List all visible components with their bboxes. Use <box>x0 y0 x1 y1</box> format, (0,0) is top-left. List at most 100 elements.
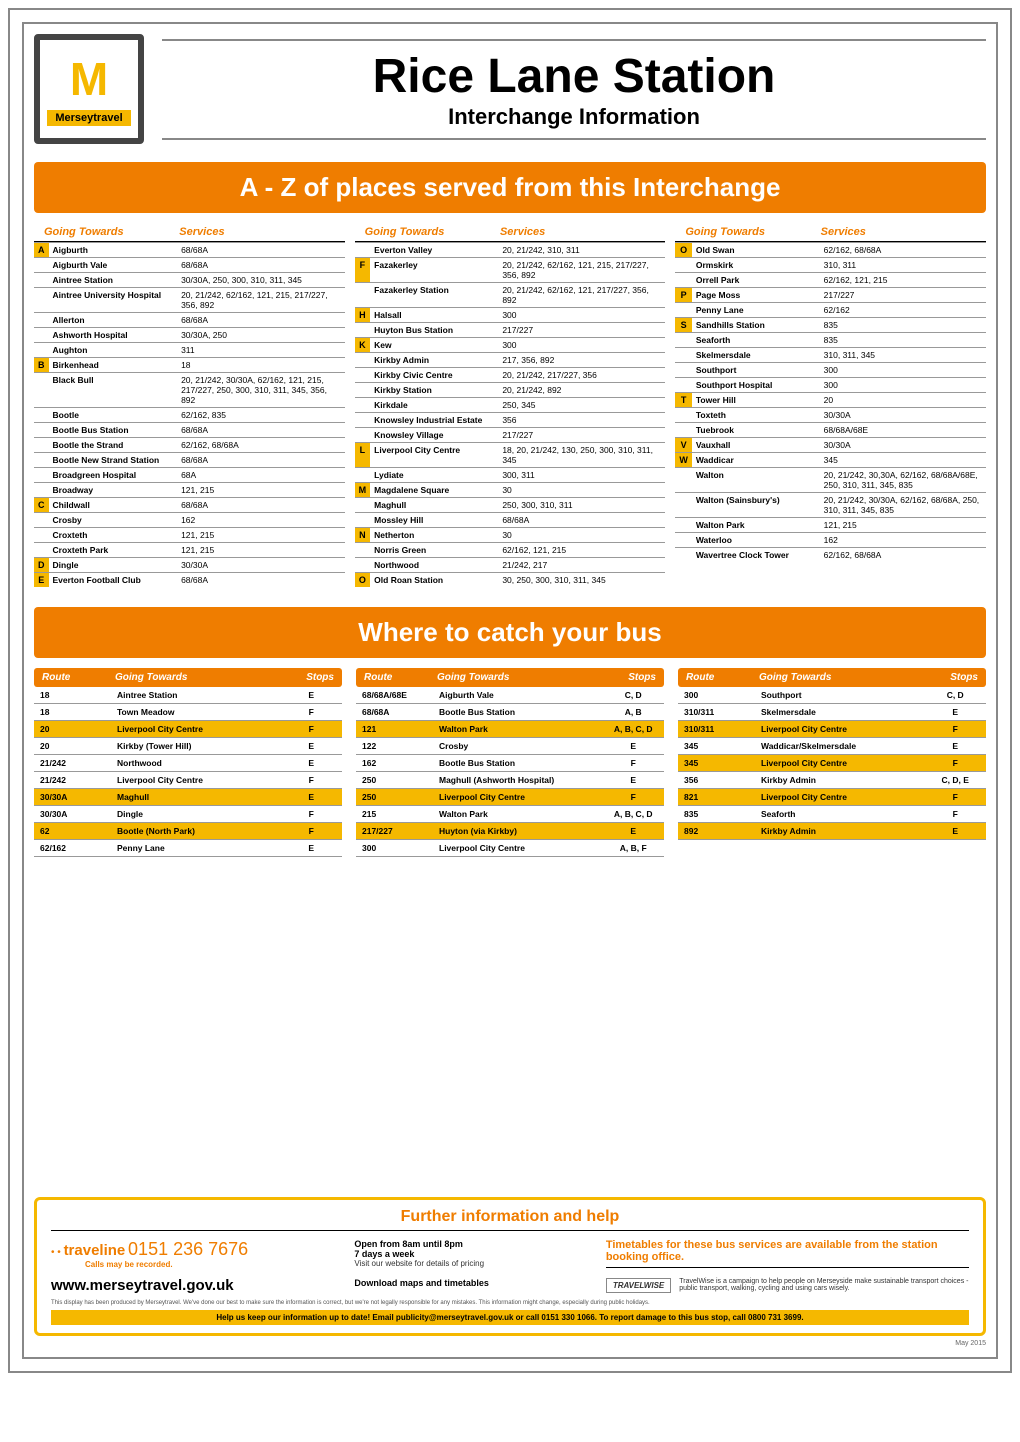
bus-row: 30/30AMaghullE <box>34 789 342 806</box>
bus-row: 215Walton ParkA, B, C, D <box>356 806 664 823</box>
bus-row: 122CrosbyE <box>356 738 664 755</box>
dest-row: MMagdalene Square30 <box>355 483 666 498</box>
bus-row: 62Bootle (North Park)F <box>34 823 342 840</box>
dest-row: Lydiate300, 311 <box>355 468 666 483</box>
merseytravel-logo: M Merseytravel <box>34 34 144 144</box>
dest-row: Maghull250, 300, 310, 311 <box>355 498 666 513</box>
bus-head-stops: Stops <box>276 672 334 683</box>
station-subtitle: Interchange Information <box>162 104 986 130</box>
dest-row: Toxteth30/30A <box>675 408 986 423</box>
bus-heading-band: Where to catch your bus <box>34 607 986 658</box>
timetables-available: Timetables for these bus services are av… <box>606 1239 969 1263</box>
station-title: Rice Lane Station <box>162 49 986 104</box>
dest-row: Black Bull20, 21/242, 30/30A, 62/162, 12… <box>34 373 345 408</box>
dest-row: CChildwall68/68A <box>34 498 345 513</box>
dest-row: Penny Lane62/162 <box>675 303 986 318</box>
dest-row: Allerton68/68A <box>34 313 345 328</box>
bus-row: 300SouthportC, D <box>678 687 986 704</box>
dest-row: Knowsley Village217/227 <box>355 428 666 443</box>
dest-row: Orrell Park62/162, 121, 215 <box>675 273 986 288</box>
opening-hours: Open from 8am until 8pm 7 days a week <box>354 1239 587 1259</box>
dest-row: Everton Valley20, 21/242, 310, 311 <box>355 243 666 258</box>
bus-row: 30/30ADingleF <box>34 806 342 823</box>
bus-row: 62/162Penny LaneE <box>34 840 342 857</box>
dest-row: NNetherton30 <box>355 528 666 543</box>
dest-row: DDingle30/30A <box>34 558 345 573</box>
bus-head-stops: Stops <box>920 672 978 683</box>
dest-row: Seaforth835 <box>675 333 986 348</box>
dest-row: Walton (Sainsbury's)20, 21/242, 30/30A, … <box>675 493 986 518</box>
page-inner: M Merseytravel Rice Lane Station Interch… <box>22 22 998 1359</box>
bus-table-1: 18Aintree StationE18Town MeadowF20Liverp… <box>34 687 342 857</box>
traveline-phone: 0151 236 7676 <box>128 1239 248 1259</box>
dest-row: Broadway121, 215 <box>34 483 345 498</box>
dest-row: Northwood21/242, 217 <box>355 558 666 573</box>
dest-table-1: AAigburth68/68AAigburth Vale68/68AAintre… <box>34 242 345 587</box>
dest-row: Kirkby Civic Centre20, 21/242, 217/227, … <box>355 368 666 383</box>
dest-row: Skelmersdale310, 311, 345 <box>675 348 986 363</box>
bus-row: 345Waddicar/SkelmersdaleE <box>678 738 986 755</box>
dest-row: Ormskirk310, 311 <box>675 258 986 273</box>
logo-label: Merseytravel <box>47 110 130 126</box>
dest-row: Bootle62/162, 835 <box>34 408 345 423</box>
page-frame: M Merseytravel Rice Lane Station Interch… <box>8 8 1012 1373</box>
travelwise-text: TravelWise is a campaign to help people … <box>679 1278 969 1292</box>
bus-row: 21/242Liverpool City CentreF <box>34 772 342 789</box>
bus-row: 68/68A/68EAigburth ValeC, D <box>356 687 664 704</box>
bus-row: 18Aintree StationE <box>34 687 342 704</box>
dest-row: OOld Swan62/162, 68/68A <box>675 243 986 258</box>
bus-head-route: Route <box>364 672 437 683</box>
dest-row: Fazakerley Station20, 21/242, 62/162, 12… <box>355 283 666 308</box>
bus-head-going: Going Towards <box>115 672 276 683</box>
bus-col-2: RouteGoing TowardsStops 68/68A/68EAigbur… <box>356 668 664 857</box>
col-head-services: Services <box>821 226 986 238</box>
bus-row: 310/311Liverpool City CentreF <box>678 721 986 738</box>
dest-table-3: OOld Swan62/162, 68/68AOrmskirk310, 311O… <box>675 242 986 562</box>
footer-box: Further information and help • • traveli… <box>34 1197 986 1336</box>
dest-row: Bootle New Strand Station68/68A <box>34 453 345 468</box>
bus-head-going: Going Towards <box>437 672 598 683</box>
bus-table-2: 68/68A/68EAigburth ValeC, D68/68ABootle … <box>356 687 664 857</box>
bus-row: 68/68ABootle Bus StationA, B <box>356 704 664 721</box>
col-head-going: Going Towards <box>44 226 179 238</box>
col-head-going: Going Towards <box>685 226 820 238</box>
dest-row: Wavertree Clock Tower62/162, 68/68A <box>675 548 986 563</box>
dest-row: Southport Hospital300 <box>675 378 986 393</box>
bus-col-1: RouteGoing TowardsStops 18Aintree Statio… <box>34 668 342 857</box>
bus-row: 835SeaforthF <box>678 806 986 823</box>
footer-row: • • traveline 0151 236 7676 Calls may be… <box>51 1239 969 1294</box>
dest-row: Kirkby Admin217, 356, 892 <box>355 353 666 368</box>
dest-row: Walton20, 21/242, 30,30A, 62/162, 68/68A… <box>675 468 986 493</box>
dest-row: EEverton Football Club68/68A <box>34 573 345 588</box>
download-text: Download maps and timetables <box>354 1278 587 1288</box>
destinations-columns: Going TowardsServices AAigburth68/68AAig… <box>34 223 986 587</box>
dest-row: Aigburth Vale68/68A <box>34 258 345 273</box>
dest-row: Croxteth121, 215 <box>34 528 345 543</box>
bus-head-stops: Stops <box>598 672 656 683</box>
footer-title: Further information and help <box>51 1208 969 1231</box>
dest-row: VVauxhall30/30A <box>675 438 986 453</box>
dest-row: AAigburth68/68A <box>34 243 345 258</box>
bullet-icon: • • <box>51 1247 61 1258</box>
dest-col-1: Going TowardsServices AAigburth68/68AAig… <box>34 223 345 587</box>
dest-row: HHalsall300 <box>355 308 666 323</box>
publish-date: May 2015 <box>34 1340 986 1347</box>
bus-row: 300Liverpool City CentreA, B, F <box>356 840 664 857</box>
dest-row: Southport300 <box>675 363 986 378</box>
dest-row: TTower Hill20 <box>675 393 986 408</box>
col-head-going: Going Towards <box>365 226 500 238</box>
bus-head-route: Route <box>686 672 759 683</box>
calls-recorded: Calls may be recorded. <box>85 1260 336 1269</box>
help-band: Help us keep our information up to date!… <box>51 1310 969 1325</box>
dest-row: Croxteth Park121, 215 <box>34 543 345 558</box>
dest-row: KKew300 <box>355 338 666 353</box>
bus-table-3: 300SouthportC, D310/311SkelmersdaleE310/… <box>678 687 986 840</box>
dest-col-2: Going TowardsServices Everton Valley20, … <box>355 223 666 587</box>
bus-row: 821Liverpool City CentreF <box>678 789 986 806</box>
dest-row: Kirkdale250, 345 <box>355 398 666 413</box>
bus-head-route: Route <box>42 672 115 683</box>
dest-row: Huyton Bus Station217/227 <box>355 323 666 338</box>
dest-row: SSandhills Station835 <box>675 318 986 333</box>
footer-right: Timetables for these bus services are av… <box>606 1239 969 1293</box>
dest-row: WWaddicar345 <box>675 453 986 468</box>
